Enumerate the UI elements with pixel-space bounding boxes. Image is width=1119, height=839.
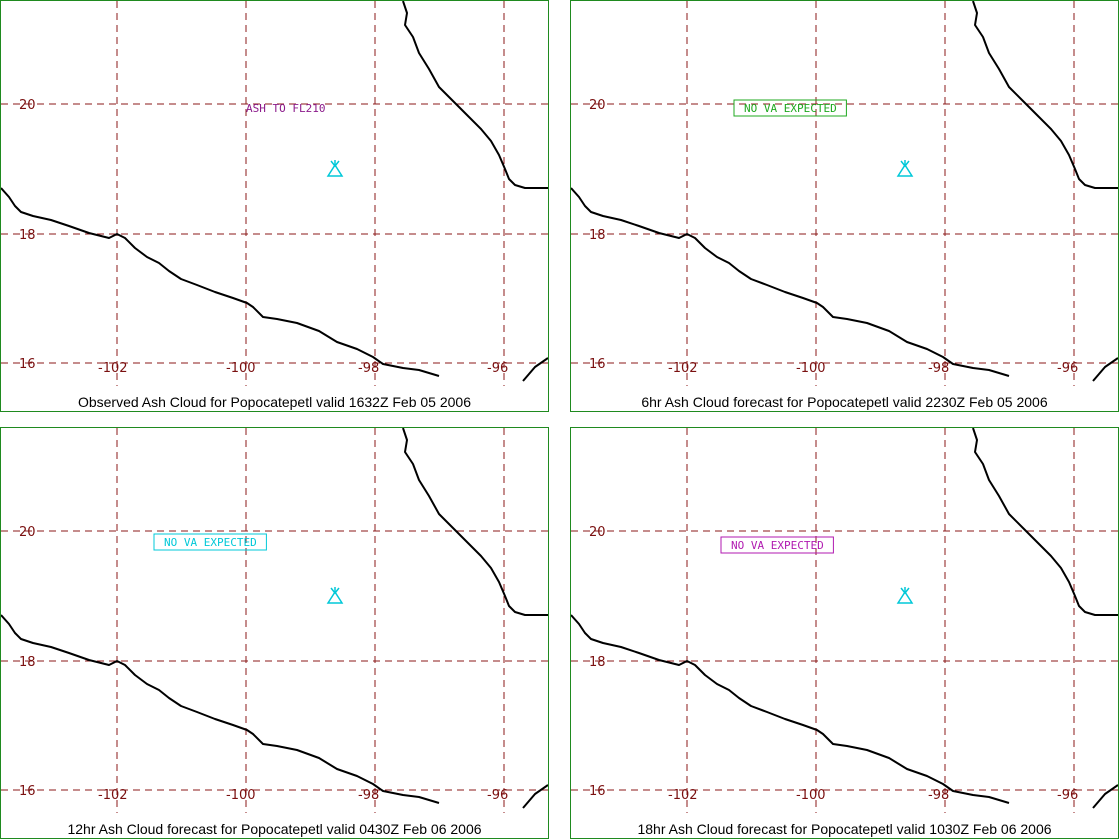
longitude-label: -96 (1057, 361, 1078, 376)
map-canvas: 20 18 16 -102 -100 -98 -96 ASH TO FL210 (1, 1, 548, 386)
volcano-icon (326, 160, 344, 177)
latitude-label: 20 (589, 98, 606, 113)
pacific-coastline (1, 187, 440, 377)
longitude-label: -96 (487, 361, 508, 376)
longitude-label: -102 (668, 788, 698, 803)
gulf-coastline-south (522, 784, 548, 809)
longitude-label: -100 (796, 788, 826, 803)
longitude-label: -100 (226, 361, 256, 376)
latitude-label: 20 (19, 525, 36, 540)
gulf-coastline-south (1092, 357, 1118, 382)
longitude-label: -102 (98, 788, 128, 803)
map-panel-12hr: 20 18 16 -102 -100 -98 -96 NO VA EXPECTED 12hr A… (0, 427, 549, 839)
longitude-label: -98 (928, 361, 949, 376)
panel-caption: Observed Ash Cloud for Popocatepetl vali… (77, 394, 472, 410)
longitude-label: -98 (358, 361, 379, 376)
panel-caption: 12hr Ash Cloud forecast for Popocatepetl… (67, 821, 482, 837)
ash-advisory-note: NO VA EXPECTED (164, 536, 257, 549)
longitude-label: -98 (358, 788, 379, 803)
longitude-label: -100 (226, 788, 256, 803)
volcano-icon (896, 587, 914, 604)
longitude-label: -96 (487, 788, 508, 803)
latitude-label: 20 (19, 98, 36, 113)
advisory-box (720, 536, 834, 554)
map-panel-observed: 20 18 16 -102 -100 -98 -96 ASH TO FL210 Observed… (0, 0, 549, 412)
ash-advisory-note: NO VA EXPECTED (731, 539, 824, 552)
pacific-coastline (571, 187, 1010, 377)
latitude-label: 18 (589, 228, 606, 243)
map-canvas: 20 18 16 -102 -100 -98 -96 NO VA EXPECTED (1, 428, 548, 813)
latitude-label: 16 (589, 357, 606, 372)
latitude-label: 20 (589, 525, 606, 540)
longitude-label: -100 (796, 361, 826, 376)
panel-caption: 6hr Ash Cloud forecast for Popocatepetl … (641, 394, 1048, 410)
gulf-coastline-south (1092, 784, 1118, 809)
latitude-label: 18 (19, 655, 36, 670)
latitude-label: 18 (589, 655, 606, 670)
latitude-label: 16 (19, 357, 36, 372)
ash-advisory-note: ASH TO FL210 (246, 102, 325, 115)
map-panel-18hr: 20 18 16 -102 -100 -98 -96 NO VA EXPECTED 18hr A… (570, 427, 1119, 839)
volcano-icon (896, 160, 914, 177)
volcano-icon (326, 587, 344, 604)
longitude-label: -96 (1057, 788, 1078, 803)
gulf-coastline (972, 428, 1118, 616)
longitude-label: -102 (668, 361, 698, 376)
advisory-box (733, 99, 847, 117)
advisory-box (153, 533, 267, 551)
panel-caption: 18hr Ash Cloud forecast for Popocatepetl… (637, 821, 1052, 837)
latitude-label: 18 (19, 228, 36, 243)
latitude-label: 16 (19, 784, 36, 799)
map-panel-6hr: 20 18 16 -102 -100 -98 -96 NO VA EXPECTED 6hr As… (570, 0, 1119, 412)
map-canvas: 20 18 16 -102 -100 -98 -96 NO VA EXPECTED (571, 1, 1118, 386)
ash-advisory-note: NO VA EXPECTED (744, 102, 837, 115)
latitude-label: 16 (589, 784, 606, 799)
pacific-coastline (1, 614, 440, 804)
gulf-coastline-south (522, 357, 548, 382)
pacific-coastline (571, 614, 1010, 804)
gulf-coastline (972, 1, 1118, 189)
gulf-coastline (402, 1, 548, 189)
longitude-label: -98 (928, 788, 949, 803)
longitude-label: -102 (98, 361, 128, 376)
gulf-coastline (402, 428, 548, 616)
map-canvas: 20 18 16 -102 -100 -98 -96 NO VA EXPECTED (571, 428, 1118, 813)
